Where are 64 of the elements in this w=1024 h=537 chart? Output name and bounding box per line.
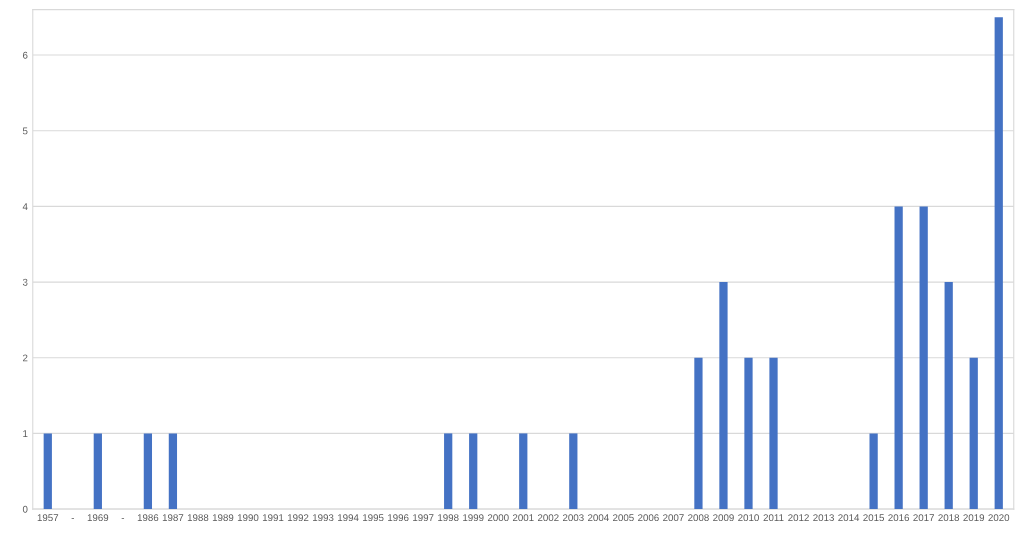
bar <box>769 357 778 510</box>
x-tick-label: 1994 <box>338 514 359 522</box>
bar <box>519 433 528 510</box>
bar <box>894 206 903 510</box>
x-tick-label: 2004 <box>588 514 609 522</box>
x-tick-label: 1996 <box>388 514 409 522</box>
x-tick-label: 2012 <box>788 514 809 522</box>
x-tick-label: 1989 <box>212 514 234 522</box>
x-tick-label: 1997 <box>413 514 434 522</box>
y-tick-label: 6 <box>22 51 28 59</box>
x-tick-label: 1995 <box>363 514 384 522</box>
bar <box>43 433 52 510</box>
x-tick-label: 2001 <box>512 514 534 522</box>
y-tick-label: 2 <box>22 354 28 362</box>
x-tick-label: 1991 <box>262 514 284 522</box>
bar <box>969 357 978 510</box>
x-tick-label: 1969 <box>87 514 109 522</box>
x-tick-label: 2005 <box>613 514 634 522</box>
bar <box>919 206 928 510</box>
x-tick-label: 2006 <box>638 514 659 522</box>
bar <box>569 433 578 510</box>
x-tick-label: - <box>71 518 74 519</box>
bar <box>944 282 953 510</box>
x-tick-label: 1986 <box>137 514 159 522</box>
x-tick-label: 1998 <box>438 514 459 522</box>
bar <box>744 357 753 510</box>
y-tick-label: 0 <box>22 505 28 513</box>
x-tick-label: 2008 <box>688 514 709 522</box>
bar <box>719 282 728 510</box>
bar <box>93 433 102 510</box>
x-tick-label: 2003 <box>562 514 584 522</box>
x-tick-label: 2000 <box>487 514 509 522</box>
x-tick-label: 2010 <box>738 514 759 522</box>
bar <box>994 17 1003 510</box>
x-tick-label: 1957 <box>37 514 59 522</box>
x-tick-label: 2014 <box>838 514 860 522</box>
x-tick-label: 2019 <box>963 514 985 522</box>
bar <box>444 433 453 510</box>
x-tick-label: 2016 <box>888 514 910 522</box>
y-tick-label: 5 <box>22 127 28 135</box>
x-tick-label: 2007 <box>663 514 684 522</box>
x-tick-label: 2002 <box>537 514 559 522</box>
x-tick-label: 2020 <box>988 514 1010 522</box>
x-tick-label: 2009 <box>713 514 734 522</box>
bar <box>469 433 478 510</box>
x-tick-label: 1992 <box>287 514 309 522</box>
x-tick-label: - <box>121 518 125 519</box>
x-tick-label: 1987 <box>162 514 184 522</box>
x-tick-label: 2017 <box>913 514 934 522</box>
bar <box>143 433 153 510</box>
x-tick-label: 1999 <box>463 514 484 522</box>
bar <box>694 357 703 510</box>
x-tick-label: 2013 <box>813 514 834 522</box>
x-tick-label: 2015 <box>863 514 885 522</box>
x-tick-label: 1993 <box>312 514 334 522</box>
bar <box>869 433 878 510</box>
x-tick-label: 2011 <box>763 514 784 522</box>
y-tick-label: 3 <box>22 278 28 286</box>
bar <box>168 433 178 510</box>
y-tick-label: 4 <box>22 203 28 210</box>
x-tick-label: 1990 <box>237 514 259 522</box>
x-tick-label: 1988 <box>187 514 209 522</box>
x-tick-label: 2018 <box>938 514 960 522</box>
y-tick-label: 1 <box>23 430 28 437</box>
